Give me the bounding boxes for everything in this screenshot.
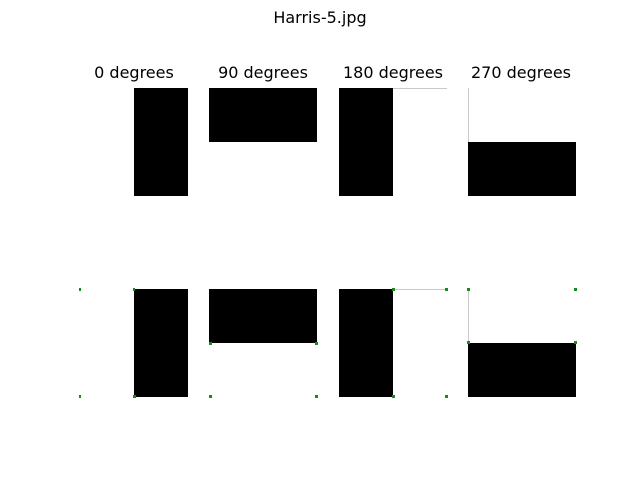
black-region	[339, 289, 393, 397]
corner-marker	[392, 395, 395, 398]
corner-marker	[445, 288, 448, 291]
panel-row2-90deg	[209, 289, 318, 398]
panel-row1-0deg	[134, 88, 188, 196]
panel-row2-180deg	[339, 288, 448, 398]
column-title-0: 0 degrees	[94, 63, 174, 82]
black-region	[468, 142, 576, 196]
panel-row1-180deg	[339, 88, 447, 196]
corner-marker	[467, 288, 470, 291]
black-region	[209, 289, 317, 343]
column-title-90: 90 degrees	[218, 63, 308, 82]
figure-title: Harris-5.jpg	[273, 8, 367, 27]
column-title-270: 270 degrees	[470, 63, 572, 82]
corner-marker	[574, 341, 577, 344]
corner-marker	[467, 341, 470, 344]
column-title-180: 180 degrees	[342, 63, 444, 82]
corner-marker	[392, 288, 395, 291]
corner-marker	[315, 342, 318, 345]
panel-row1-90deg	[209, 88, 317, 142]
corner-marker	[79, 395, 81, 398]
corner-marker	[133, 395, 136, 398]
black-region	[339, 88, 393, 196]
corner-marker	[133, 288, 135, 291]
panel-row2-0deg	[79, 288, 188, 398]
corner-marker	[209, 395, 212, 398]
black-region	[134, 88, 188, 196]
black-region	[134, 289, 188, 397]
panel-row1-270deg	[468, 88, 576, 196]
panel-row2-270deg	[467, 288, 577, 397]
corner-marker	[209, 342, 212, 345]
black-region	[468, 343, 576, 397]
corner-marker	[445, 395, 448, 398]
corner-marker	[574, 288, 577, 291]
black-region	[209, 88, 317, 142]
corner-marker	[315, 395, 318, 398]
corner-marker	[79, 288, 81, 291]
